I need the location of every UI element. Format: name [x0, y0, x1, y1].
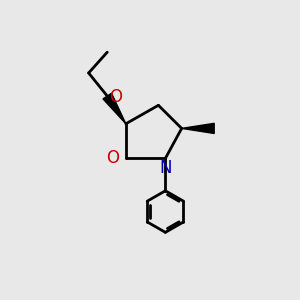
Polygon shape [182, 123, 214, 134]
Text: O: O [109, 88, 122, 106]
Text: O: O [106, 149, 120, 167]
Text: N: N [159, 159, 172, 177]
Polygon shape [103, 93, 126, 124]
